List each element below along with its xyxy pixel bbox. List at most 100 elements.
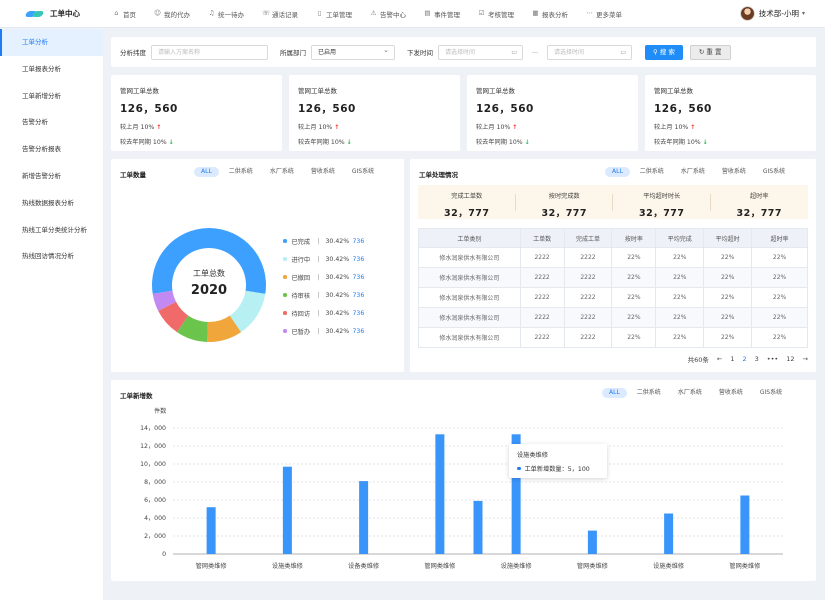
table-row[interactable]: 修水润泉供水有限公司 2222 2222 22% 22% 22% 22% [418,267,808,288]
event-icon: ▤ [424,9,431,17]
table-row[interactable]: 修水润泉供水有限公司 2222 2222 22% 22% 22% 22% [418,247,808,268]
y-tick-label: 2，000 [144,533,166,540]
nav-item-4[interactable]: ☏ 通话记录 [253,0,307,28]
stat-mom: 较上月 10% ↑ [476,122,517,131]
bar-tab-2[interactable]: 二供系统 [636,389,661,396]
end-date-placeholder: 请选择时间 [554,48,585,56]
nav-item-7[interactable]: ▤ 事件管理 [415,0,469,28]
nav-item-9[interactable]: ▦ 报表分析 [523,0,577,28]
donut-slice[interactable] [176,315,208,342]
bar-tab-4[interactable]: 营收系统 [718,389,743,396]
logo[interactable]: 工单中心 [0,8,104,19]
bar[interactable] [282,466,292,554]
nav-item-label: 考核管理 [488,10,514,19]
bar-tab-5[interactable]: GIS系统 [759,389,783,396]
donut-tab-4[interactable]: 营收系统 [310,168,335,175]
reset-button[interactable]: ↻ 重 置 [689,44,731,60]
bar[interactable] [587,530,597,554]
donut-tab-1[interactable]: ALL [194,167,219,177]
legend-label: 待审核 [291,292,311,300]
donut-slice[interactable] [152,227,266,294]
nav-item-1[interactable]: ⌂ 首页 [104,0,145,28]
app-title: 工单中心 [50,9,80,18]
legend-item[interactable]: 已暂办 | 30.42% 736 [283,322,364,340]
donut-tab-2[interactable]: 二供系统 [228,168,253,175]
bar[interactable] [473,500,483,554]
sidebar-item-2[interactable]: 工单报表分析 [22,64,61,73]
donut-tab-3[interactable]: 水厂系统 [269,168,294,175]
bar[interactable] [664,513,674,555]
page-1[interactable]: 1 [730,355,735,363]
legend-item[interactable]: 已撤回 | 30.42% 736 [283,268,364,286]
table-cell: 2222 [563,247,613,268]
dim-input[interactable]: 请输入方案名称 [151,44,268,60]
sidebar-item-9[interactable]: 热线回访情况分析 [22,252,74,261]
work-order-tab-4[interactable]: 营收系统 [721,168,746,175]
bar[interactable] [206,507,216,554]
table-row[interactable]: 修水润泉供水有限公司 2222 2222 22% 22% 22% 22% [418,287,808,308]
donut-slice[interactable] [158,301,189,333]
page-3[interactable]: 3 [754,355,759,363]
sidebar-item-3[interactable]: 工单新增分析 [22,91,61,100]
donut-slice[interactable] [229,290,266,333]
sidebar-item-7[interactable]: 热线数据报表分析 [22,198,74,207]
nav-item-2[interactable]: ☺ 我的代办 [145,0,199,28]
arrow-up-icon: ↑ [690,124,696,131]
nav-item-5[interactable]: ▯ 工单管理 [307,0,361,28]
search-button[interactable]: ⚲ 搜 索 [645,44,683,60]
legend-value: 736 [352,273,365,281]
sidebar-item-5[interactable]: 告警分析报表 [22,145,61,154]
bar-tab-1[interactable]: ALL [602,388,627,398]
work-order-tab-1[interactable]: ALL [605,167,630,177]
table-row[interactable]: 修水润泉供水有限公司 2222 2222 22% 22% 22% 22% [418,307,808,328]
page-4[interactable]: ••• [766,355,779,363]
bar[interactable] [511,434,521,554]
table-row[interactable]: 修水润泉供水有限公司 2222 2222 22% 22% 22% 22% [418,327,808,348]
nav-item-8[interactable]: ☑ 考核管理 [469,0,523,28]
table-header-cell: 平均超时 [703,228,753,248]
donut-tab-5[interactable]: GIS系统 [351,168,375,175]
stat-yoy-text: 较去年同期 10% [654,139,701,146]
bar[interactable] [435,434,445,554]
bar-tab-3[interactable]: 水厂系统 [677,389,702,396]
nav-item-10[interactable]: ⋯ 更多菜单 [577,0,631,28]
sidebar-item-4[interactable]: 告警分析 [22,118,48,127]
legend-item[interactable]: 进行中 | 30.42% 736 [283,250,364,268]
dept-label: 所属部门 [280,49,306,57]
page-5[interactable]: 12 [786,355,795,363]
legend-separator: | [317,255,320,263]
sidebar-item-8[interactable]: 热线工单分类统计分析 [22,225,87,234]
stat-yoy: 较去年同期 10% ↓ [476,137,530,146]
donut-slice[interactable] [207,315,242,342]
sidebar-item-1[interactable]: 工单分析 [0,29,103,56]
start-date-input[interactable]: 请选择时间 ▭ [438,44,523,60]
end-date-input[interactable]: 请选择时间 ▭ [547,44,632,60]
user-menu[interactable]: 技术部-小明 ▾ [739,6,805,21]
bar[interactable] [359,481,369,554]
sidebar-item-6[interactable]: 新增告警分析 [22,171,61,180]
donut-slice[interactable] [152,290,177,311]
legend-item[interactable]: 待回访 | 30.42% 736 [283,304,364,322]
x-tick-label: 设施类维修 [272,562,304,570]
table-header-cell: 工单类别 [418,228,521,248]
work-order-tab-5[interactable]: GIS系统 [762,168,786,175]
chevron-left-icon[interactable]: ← [716,355,723,363]
more-icon: ⋯ [586,9,593,17]
table-header-cell: 平均完成 [655,228,705,248]
dept-select[interactable]: 已启用 [311,44,395,60]
nav-item-3[interactable]: ♫ 统一待办 [199,0,253,28]
x-tick-label: 管网类维修 [577,562,609,570]
page-2[interactable]: 2 [742,355,747,363]
pagination: 共60条 ← 1 2 3 ••• 12 → [680,354,808,364]
legend-item[interactable]: 已完成 | 30.42% 736 [283,232,364,250]
chevron-right-icon[interactable]: → [802,355,808,363]
nav-item-6[interactable]: ⚠ 告警中心 [361,0,415,28]
x-tick-label: 设备类维修 [348,562,380,570]
kpi-value: 32，777 [638,208,685,219]
legend-item[interactable]: 待审核 | 30.42% 736 [283,286,364,304]
work-order-tab-2[interactable]: 二供系统 [639,168,664,175]
work-order-tab-3[interactable]: 水厂系统 [680,168,705,175]
bar[interactable] [740,495,750,555]
kpi-divider [709,194,711,211]
avatar[interactable] [739,6,755,21]
